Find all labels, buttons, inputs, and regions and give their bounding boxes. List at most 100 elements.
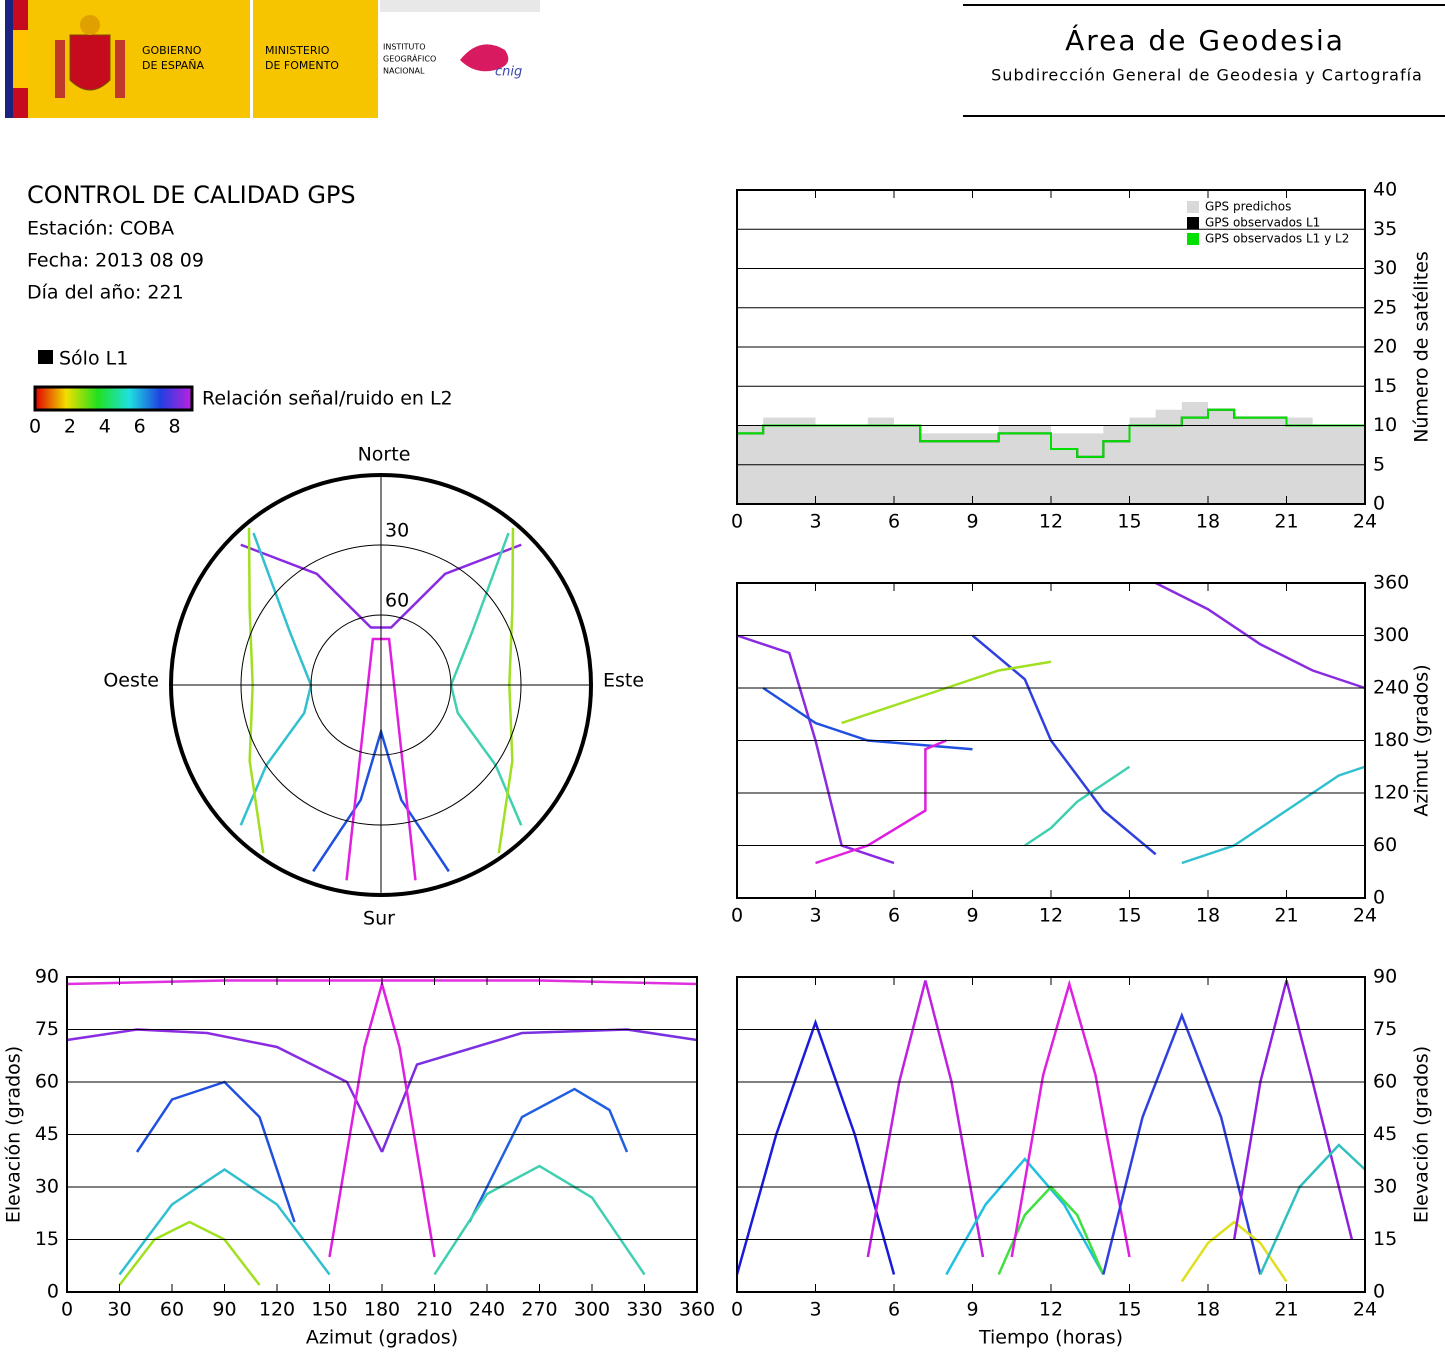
eu-strip (5, 0, 13, 118)
flag-strip (13, 30, 28, 88)
horizon-circle (169, 473, 593, 897)
sky-track (449, 532, 523, 826)
y-tick-label: 75 (1373, 1018, 1397, 1040)
info-line: Fecha: 2013 08 09 (27, 250, 204, 272)
series-line (380, 1028, 698, 1153)
series-line (735, 1018, 896, 1275)
y-tick-label: 0 (1373, 493, 1385, 515)
x-tick-label: 240 (469, 1299, 505, 1321)
direction-label: Norte (358, 444, 411, 466)
cnig-logo (460, 44, 509, 72)
logo-text: MINISTERIO (265, 44, 330, 57)
series-line (1155, 581, 1366, 690)
series-line (468, 1087, 629, 1223)
sky-track (497, 527, 515, 854)
coat-of-arms (55, 15, 125, 98)
x-axis-label: Azimut (grados) (306, 1327, 458, 1349)
report-title: CONTROL DE CALIDAD GPS (27, 181, 356, 209)
y-tick-label: 30 (1373, 1176, 1397, 1198)
y-tick-label: 25 (1373, 296, 1397, 318)
direction-label: Este (603, 670, 644, 692)
y-tick-label: 15 (1373, 375, 1397, 397)
y-tick-label: 75 (35, 1018, 59, 1040)
logo-background (5, 0, 378, 118)
y-tick-label: 30 (1373, 257, 1397, 279)
legend-swatch (1187, 233, 1199, 245)
separator (250, 0, 253, 118)
series-line (328, 979, 436, 1258)
logo-text: DE FOMENTO (265, 59, 339, 72)
y-tick-label: 35 (1373, 218, 1397, 240)
legend-swatch (1187, 217, 1199, 229)
legend-label: GPS predichos (1205, 200, 1291, 214)
y-tick-label: 40 (1373, 179, 1397, 201)
y-tick-label: 0 (1373, 1281, 1385, 1303)
x-tick-label: 24 (1353, 1299, 1377, 1321)
y-tick-label: 180 (1373, 729, 1409, 751)
series-area (737, 401, 1365, 504)
series-line (66, 1028, 384, 1153)
sky-track (239, 532, 313, 826)
y-tick-label: 20 (1373, 336, 1397, 358)
x-tick-label: 6 (888, 1299, 900, 1321)
logo-text: NACIONAL (383, 67, 425, 76)
y-tick-label: 0 (47, 1281, 59, 1303)
header-subtitle: Subdirección General de Geodesia y Carto… (991, 66, 1423, 85)
x-tick-label: 0 (731, 511, 743, 533)
series-line (1024, 765, 1131, 847)
logo-text: DE ESPAÑA (142, 59, 205, 72)
info-line: Día del año: 221 (27, 282, 184, 304)
series-line (736, 634, 895, 865)
colorbar-tick-label: 4 (99, 416, 111, 438)
series-line (815, 739, 947, 865)
ring-label: 30 (385, 520, 409, 542)
series-line (841, 660, 1052, 725)
y-tick-label: 5 (1373, 453, 1385, 475)
x-tick-label: 60 (160, 1299, 184, 1321)
x-tick-label: 6 (888, 511, 900, 533)
x-tick-label: 0 (731, 905, 743, 927)
series-line (433, 1164, 646, 1276)
x-tick-label: 90 (212, 1299, 236, 1321)
series-line (945, 1157, 1105, 1276)
y-tick-label: 90 (35, 966, 59, 988)
y-tick-label: 60 (35, 1071, 59, 1093)
logo-text: GEOGRÁFICO (383, 53, 436, 64)
series-line (997, 1185, 1105, 1276)
y-tick-label: 30 (35, 1176, 59, 1198)
x-tick-label: 180 (364, 1299, 400, 1321)
y-tick-label: 90 (1373, 966, 1397, 988)
elevation-ring (240, 544, 522, 826)
y-axis-label: Elevación (grados) (1411, 1046, 1433, 1223)
legend-swatch (1187, 201, 1199, 213)
x-tick-label: 3 (809, 905, 821, 927)
logo-banner: GOBIERNO DE ESPAÑA MINISTERIO DE FOMENTO… (5, 0, 540, 118)
x-tick-label: 270 (521, 1299, 557, 1321)
legend-label: Sólo L1 (59, 348, 128, 370)
series-line (866, 980, 985, 1258)
y-tick-label: 15 (1373, 1228, 1397, 1250)
colorbar-label: Relación señal/ruido en L2 (202, 388, 453, 410)
colorbar-tick-label: 6 (134, 416, 146, 438)
direction-label: Oeste (103, 670, 159, 692)
x-tick-label: 210 (416, 1299, 452, 1321)
x-tick-label: 9 (966, 1299, 978, 1321)
sky-track (247, 527, 265, 854)
elevation-ring (310, 614, 452, 756)
x-tick-label: 15 (1117, 1299, 1141, 1321)
y-tick-label: 15 (35, 1228, 59, 1250)
series-line (1259, 1143, 1366, 1276)
direction-label: Sur (363, 908, 395, 930)
x-tick-label: 300 (574, 1299, 610, 1321)
y-axis-label: Número de satélites (1411, 251, 1433, 443)
series-line (1102, 1012, 1262, 1275)
x-tick-label: 12 (1039, 1299, 1063, 1321)
y-axis-label: Azimut (grados) (1411, 664, 1433, 816)
legend-label: GPS observados L1 (1205, 216, 1320, 230)
logo-bar (380, 0, 540, 12)
x-tick-label: 0 (731, 1299, 743, 1321)
series-line (118, 1220, 261, 1286)
y-tick-label: 60 (1373, 1071, 1397, 1093)
legend-label: GPS observados L1 y L2 (1205, 232, 1349, 246)
